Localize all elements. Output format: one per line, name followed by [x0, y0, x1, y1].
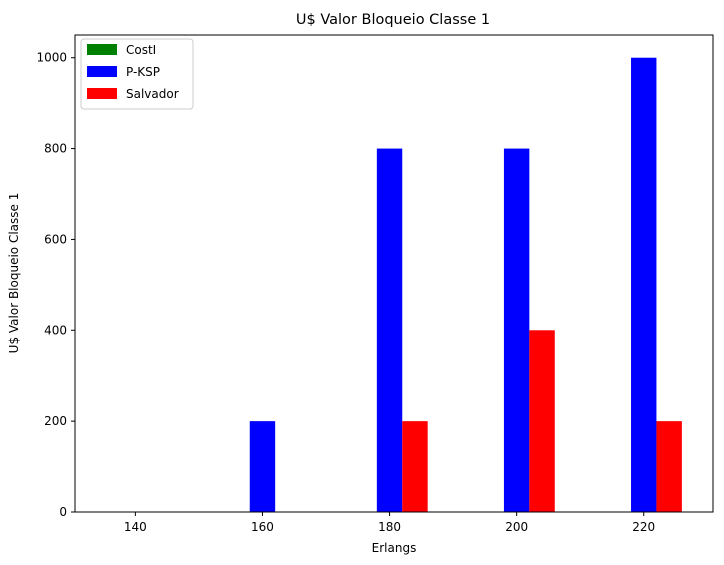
x-axis-label: Erlangs: [372, 541, 417, 555]
bar-salvador-220: [656, 421, 682, 512]
plot-area-frame: [74, 34, 714, 513]
y-tick-label: 0: [59, 505, 67, 519]
x-axis-ticks: 140 160 180 200 220: [124, 512, 655, 534]
legend-swatch-p-ksp: [87, 66, 117, 77]
y-axis-label: U$ Valor Bloqueio Classe 1: [7, 193, 21, 354]
y-tick-label: 800: [44, 142, 67, 156]
bar-salvador-180: [402, 421, 428, 512]
y-axis-ticks: 0 200 400 600 800 1000: [36, 51, 75, 519]
x-tick-label: 180: [378, 520, 401, 534]
x-tick-label: 200: [505, 520, 528, 534]
legend-label-salvador: Salvador: [126, 87, 179, 101]
x-tick-label: 140: [124, 520, 147, 534]
bar-p-ksp-160: [249, 421, 276, 512]
legend-swatch-costi: [87, 44, 117, 55]
bars-group: [249, 57, 682, 513]
x-tick-label: 220: [632, 520, 655, 534]
legend-swatch-salvador: [87, 88, 117, 99]
bar-p-ksp-180: [376, 148, 403, 513]
y-tick-label: 600: [44, 232, 67, 246]
y-tick-label: 200: [44, 414, 67, 428]
bar-p-ksp-200: [503, 148, 530, 513]
legend-label-costi: CostI: [126, 43, 156, 57]
bar-salvador-200: [529, 330, 555, 512]
x-tick-label: 160: [251, 520, 274, 534]
bar-p-ksp-220: [631, 57, 657, 512]
y-tick-label: 1000: [36, 51, 67, 65]
legend: CostI P-KSP Salvador: [80, 38, 194, 110]
chart-title: U$ Valor Bloqueio Classe 1: [296, 12, 490, 28]
y-tick-label: 400: [44, 323, 67, 337]
legend-label-p-ksp: P-KSP: [126, 65, 160, 79]
